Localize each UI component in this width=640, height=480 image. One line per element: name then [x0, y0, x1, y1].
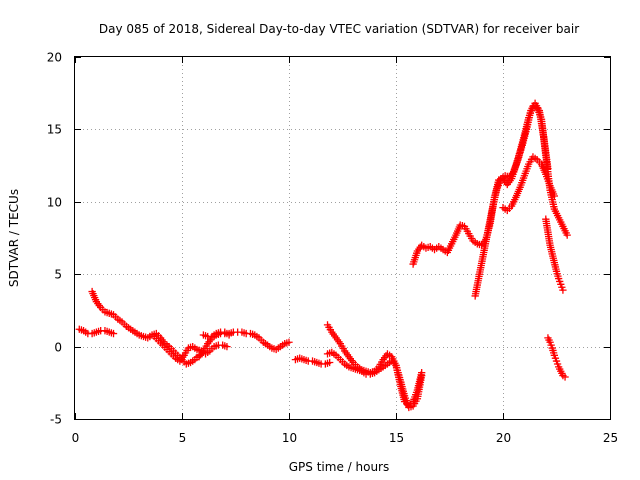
data-point: [285, 338, 293, 346]
data-point: [558, 283, 566, 291]
data-point: [550, 192, 559, 200]
plot-frame: [74, 56, 611, 420]
series-arc-13: [544, 334, 569, 381]
data-marks: [75, 99, 571, 412]
chart-title: Day 085 of 2018, Sidereal Day-to-day VTE…: [99, 22, 579, 36]
data-point: [553, 360, 562, 368]
series-arc-11: [499, 153, 559, 215]
series-arc-10: [471, 99, 552, 300]
x-tick-label: 10: [282, 431, 297, 445]
y-tick-label: 5: [54, 268, 62, 282]
y-tick-label: -5: [50, 413, 62, 427]
x-tick-label: 20: [496, 431, 511, 445]
data-point: [563, 231, 571, 239]
data-point: [554, 274, 563, 283]
data-point: [418, 369, 426, 377]
data-point: [559, 286, 567, 294]
x-tick-label: 25: [603, 431, 618, 445]
x-tick-label: 5: [179, 431, 187, 445]
series-arc-5: [199, 328, 233, 341]
y-tick-label: 20: [47, 51, 62, 65]
data-point: [547, 341, 555, 349]
data-point: [326, 358, 334, 367]
series-arc-6: [291, 354, 334, 368]
data-point: [557, 280, 565, 288]
data-point: [550, 351, 559, 359]
data-point: [109, 329, 118, 338]
data-point: [561, 373, 569, 381]
x-tick-label: 0: [72, 431, 80, 445]
y-tick-label: 15: [47, 123, 62, 137]
data-point: [551, 354, 560, 362]
y-axis-label: SDTVAR / TECUs: [7, 189, 21, 287]
x-tick-label: 15: [389, 431, 404, 445]
y-tick-label: 0: [54, 341, 62, 355]
series-arc-1: [75, 325, 118, 338]
grid: [75, 57, 610, 419]
data-point: [225, 331, 233, 339]
series-arc-12: [542, 215, 567, 294]
data-point: [223, 342, 231, 351]
series-arc-4: [195, 328, 293, 361]
data-point: [546, 338, 554, 346]
series-arc-7: [323, 321, 426, 412]
y-tick-label: 10: [47, 196, 62, 210]
data-point: [552, 357, 561, 365]
series-arc-3: [146, 332, 231, 365]
series-arc-8: [323, 348, 426, 410]
data-point: [556, 277, 564, 286]
x-axis-label: GPS time / hours: [289, 460, 390, 474]
